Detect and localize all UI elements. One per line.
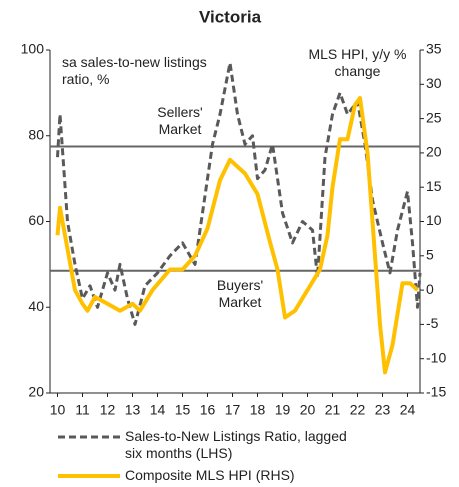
y-tick-label: 20 <box>28 384 44 400</box>
x-tick-label: 11 <box>75 402 90 418</box>
y-tick-label: 40 <box>28 298 44 314</box>
legend-label: Composite MLS HPI (RHS) <box>125 467 295 483</box>
x-tick-label: 24 <box>400 402 416 418</box>
y2-tick-label: 0 <box>426 281 434 297</box>
x-tick-label: 14 <box>150 402 166 418</box>
x-tick-label: 16 <box>200 402 216 418</box>
chart-title: Victoria <box>199 7 262 26</box>
y-tick-label: 60 <box>28 212 44 228</box>
x-tick-label: 15 <box>175 402 191 418</box>
sellers-note: Sellers' Market <box>157 104 203 137</box>
legend-label: Sales-to-New Listings Ratio, lagged six … <box>125 428 347 461</box>
right-axis-note: MLS HPI, y/y % change <box>308 46 407 79</box>
y2-tick-label: -15 <box>426 384 446 400</box>
y2-tick-label: 5 <box>426 247 434 263</box>
y2-tick-label: -10 <box>426 349 446 365</box>
x-tick-label: 12 <box>100 402 116 418</box>
y2-tick-label: 30 <box>426 75 442 91</box>
x-tick-label: 17 <box>225 402 241 418</box>
series-line <box>56 61 422 326</box>
x-tick-label: 18 <box>250 402 266 418</box>
x-tick-label: 20 <box>300 402 316 418</box>
y2-tick-label: -5 <box>426 315 439 331</box>
y-tick-label: 80 <box>28 126 44 142</box>
x-tick-label: 10 <box>50 402 66 418</box>
y-tick-label: 100 <box>21 41 45 57</box>
y2-tick-label: 15 <box>426 178 442 194</box>
y2-tick-label: 20 <box>426 144 442 160</box>
y2-tick-label: 25 <box>426 109 442 125</box>
x-tick-label: 19 <box>275 402 291 418</box>
buyers-note: Buyers' Market <box>216 277 264 310</box>
x-tick-label: 23 <box>375 402 391 418</box>
x-tick-label: 22 <box>350 402 366 418</box>
x-tick-label: 21 <box>325 402 341 418</box>
left-axis-note: sa sales-to-new listings ratio, % <box>62 54 207 87</box>
y2-tick-label: 35 <box>426 41 442 57</box>
y2-tick-label: 10 <box>426 212 442 228</box>
series-line <box>55 96 419 375</box>
x-tick-label: 13 <box>125 402 141 418</box>
